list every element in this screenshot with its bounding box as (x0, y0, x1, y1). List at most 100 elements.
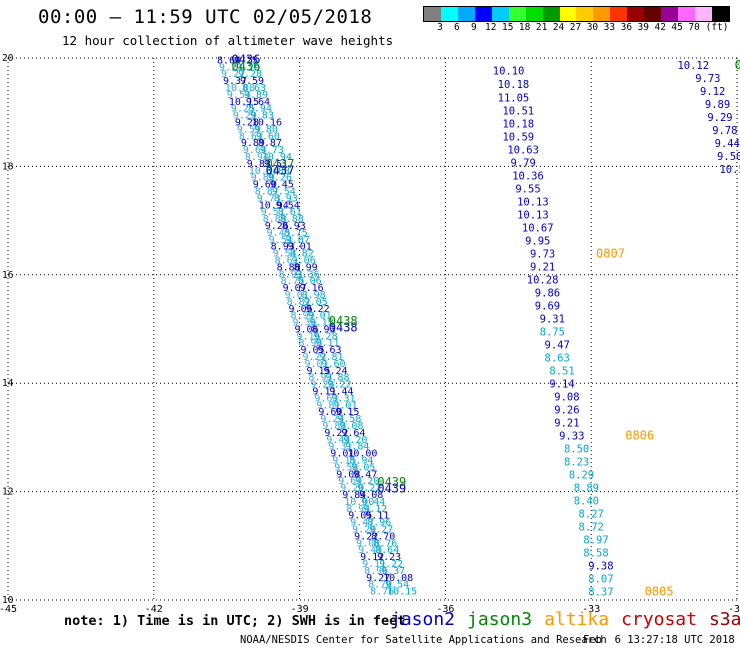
dense-track-value: 9.06 (298, 276, 322, 287)
dense-track-value: 9.06 (295, 324, 319, 335)
dense-track-value: 9.51 (261, 207, 285, 218)
pass-id-label: 0438 (329, 314, 358, 328)
dense-track-value: 9.59 (240, 76, 264, 87)
chart-title: 00:00 — 11:59 UTC 02/05/2018 (38, 6, 373, 28)
dense-track-value: 9.84 (345, 442, 369, 453)
dense-track-value: 8.76 (373, 538, 397, 549)
dense-track-value: 9.07 (283, 283, 307, 294)
dense-track-value: 8.88 (266, 166, 290, 177)
dense-track-value: 9.16 (300, 283, 324, 294)
color-scale-label: 15 (501, 22, 514, 33)
legend-entry-jason3: jason3 (467, 609, 533, 630)
legend-entry-altika: altika (544, 609, 610, 630)
dense-track-value: 9.01 (285, 290, 309, 301)
dense-track-value: 9.08 (336, 469, 360, 480)
dense-track-value: 9.24 (323, 366, 347, 377)
x-tick-label: -36 (436, 604, 454, 615)
dense-track-value: 8.75 (281, 276, 305, 287)
dense-track-value: 10.08 (225, 83, 255, 94)
dense-track-value: 9.54 (385, 580, 409, 591)
credit-text: NOAA/NESDIS Center for Satellite Applica… (240, 634, 607, 646)
dense-track-value: 9.84 (342, 490, 366, 501)
color-scale-label: 42 (654, 22, 666, 33)
dense-track-value: 8.96 (367, 518, 391, 529)
dense-track-value: 9.31 (328, 442, 352, 453)
color-swatch (440, 7, 458, 21)
track-value-label: 10.5 (719, 164, 740, 176)
dense-track-value: 9.11 (362, 559, 386, 570)
track-value-label: 10.18 (498, 79, 530, 91)
dense-track-value: 9.01 (308, 311, 332, 322)
track-value-label: 9.55 (515, 183, 540, 195)
dense-track-value: 9.22 (306, 304, 330, 315)
color-swatch (457, 7, 475, 21)
dense-track-value: 9.73 (260, 145, 284, 156)
dense-track-value: 9.25 (231, 104, 255, 115)
dense-track-value: 9.06 (292, 255, 316, 266)
dense-track-value: 9.27 (369, 524, 393, 535)
dense-track-value: 9.63 (314, 393, 338, 404)
dense-track-value: 9.29 (236, 62, 260, 73)
color-scale-label: 24 (552, 22, 565, 33)
dense-track-value: 9.26 (265, 221, 289, 232)
dense-track-value: 8.98 (298, 338, 322, 349)
track-value-label: 9.86 (535, 287, 560, 299)
dense-track-value: 9.12 (360, 552, 384, 563)
dense-track-value: 9.44 (329, 387, 353, 398)
dense-track-value: 9.23 (377, 552, 401, 563)
dense-track-value: 9.15 (332, 456, 356, 467)
track-value-label: 9.69 (535, 300, 560, 312)
dense-track-value: 9.60 (318, 407, 342, 418)
track-value-label: 9.44 (715, 138, 740, 150)
dense-track-value: 9.58 (334, 462, 358, 473)
dense-track-value: 10.00 (344, 497, 374, 508)
dense-track-value: 8.64 (217, 55, 241, 66)
dense-track-value: 9.26 (268, 173, 292, 184)
track-value-label: 10.51 (502, 105, 534, 117)
color-swatch (678, 7, 695, 21)
track-value-label: 10.13 (517, 196, 549, 208)
dense-track-value: 8.76 (370, 587, 394, 598)
dense-track-value: 8.61 (278, 207, 302, 218)
dense-track-value: 9.63 (317, 345, 341, 356)
track-value-label: 9.14 (549, 379, 574, 391)
dense-track-value: 9.88 (322, 421, 346, 432)
dense-track-value: 9.28 (235, 118, 259, 129)
color-scale-label: 39 (637, 22, 649, 33)
dense-track-value: 9.54 (276, 200, 300, 211)
dense-track-value: 8.61 (275, 255, 299, 266)
dense-track-value: 9.81 (316, 400, 340, 411)
color-scale-label: 18 (518, 22, 531, 33)
x-tick-label: -30 (728, 604, 740, 615)
dense-track-value: 9.88 (325, 373, 349, 384)
dense-track-value: 9.44 (326, 435, 350, 446)
dense-track-value: 9.15 (335, 407, 359, 418)
color-swatch (424, 7, 441, 21)
pass-id-label: 0437 (266, 157, 295, 171)
color-swatch (525, 7, 543, 21)
dense-track-value: 9.45 (267, 228, 291, 239)
color-swatch (661, 7, 679, 21)
dense-track-value: 9.11 (316, 338, 340, 349)
dense-track-value: 9.05 (351, 462, 375, 473)
dense-track-value: 9.20 (343, 435, 367, 446)
dense-track-value: 10.15 (387, 587, 417, 598)
dense-track-value: 8.93 (279, 269, 303, 280)
color-scale-label: 70 (688, 22, 700, 33)
dense-track-value: 9.89 (241, 138, 265, 149)
dense-track-value: 9.54 (227, 90, 251, 101)
track-value-label: 8.27 (579, 509, 604, 521)
pass-id-label: 0807 (596, 246, 625, 260)
dense-track-value: 9.01 (333, 400, 357, 411)
track-value-label: 9.50 (717, 151, 740, 163)
track-value-label: 9.21 (554, 418, 579, 430)
track-value-label: 10.59 (502, 131, 534, 143)
dense-track-value: 10.00 (347, 449, 377, 460)
track-value-label: 9.73 (695, 73, 720, 85)
pass-id-label: 0805 (645, 585, 674, 599)
pass-id-label: 0439 (377, 475, 406, 489)
dense-track-value: 10.15 (229, 97, 259, 108)
legend-entry-s3a: s3a (708, 609, 740, 630)
dense-track-value: 9.15 (306, 366, 330, 377)
dense-track-value: 9.44 (361, 497, 385, 508)
